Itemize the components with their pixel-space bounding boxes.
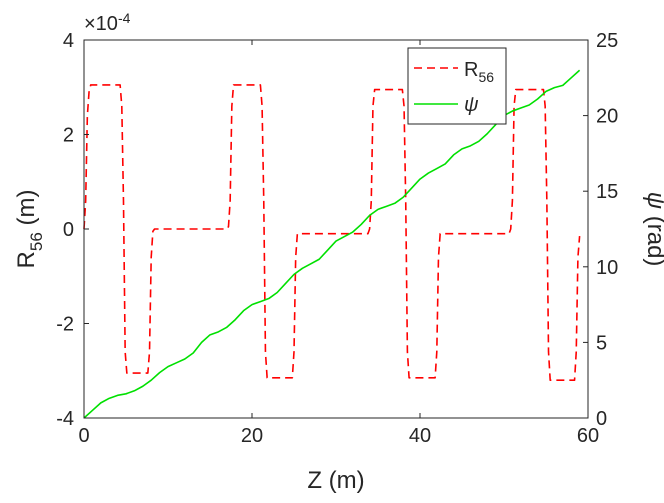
y-right-tick-label: 5 [596,332,607,354]
y-right-tick-label: 20 [596,106,618,128]
x-tick-label: 40 [409,425,431,447]
legend-label-psi: ψ [464,94,479,116]
legend-box [407,47,507,125]
legend-label-r56: R56 [464,59,494,85]
plot-area-frame [83,39,589,419]
x-tick-label: 60 [577,425,599,447]
y-left-tick-label: 2 [63,125,74,147]
x-tick-label: 20 [241,425,263,447]
y-right-tick-label: 10 [596,257,618,279]
y-left-tick-label: 4 [63,30,74,52]
y-left-tick-label: 0 [63,219,74,241]
y-axis-right-title: ψ (rad) [642,192,664,267]
y-right-tick-label: 0 [596,408,607,430]
y-right-tick-label: 15 [596,181,618,203]
x-axis-title: Z (m) [307,467,364,494]
x-tick-label: 0 [78,425,89,447]
y-axis-left-title: R56 (m) [13,190,46,269]
y-left-tick-label: -4 [56,408,74,430]
exponent-label: ×10-4 [84,10,131,35]
series-line-r56 [83,84,581,382]
tick-layer [83,39,589,419]
legend: R56 ψ [407,47,507,125]
y-left-tick-label: -2 [56,314,74,336]
y-right-tick-label: 25 [596,30,618,52]
